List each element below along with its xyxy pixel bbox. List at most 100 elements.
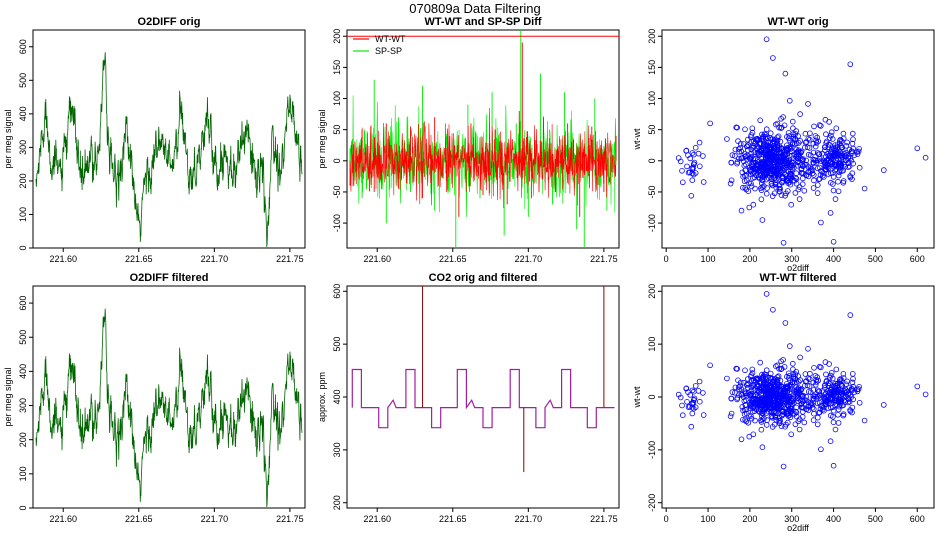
scatter-point: [736, 386, 742, 393]
x-tick-label: 221.75: [590, 514, 618, 524]
scatter-point: [746, 155, 753, 162]
scatter-point: [783, 380, 790, 387]
scatter-point: [813, 160, 820, 166]
scatter-point: [770, 306, 776, 313]
scatter-point: [776, 398, 783, 405]
scatter-point: [822, 166, 829, 173]
x-tick-label: 221.60: [49, 514, 77, 524]
scatter-point: [840, 371, 847, 377]
scatter-point: [677, 158, 684, 165]
scatter-point: [786, 373, 793, 379]
scatter-point: [780, 357, 786, 363]
y-tick-label: 0: [332, 158, 342, 163]
scatter-point: [828, 149, 834, 156]
wtwt-line-band: [349, 107, 617, 209]
scatter-point: [837, 160, 844, 167]
scatter-point: [692, 170, 699, 176]
x-tick-label: 221.65: [439, 254, 467, 264]
scatter-point: [829, 136, 836, 142]
plot-frame: [661, 29, 935, 249]
scatter-point: [734, 124, 740, 131]
scatter-point: [765, 154, 772, 161]
scatter-point: [729, 389, 736, 395]
scatter-point: [828, 146, 835, 153]
y-tick-label: 50: [332, 125, 342, 135]
y-tick-label: 200: [18, 173, 28, 188]
scatter-point: [683, 385, 690, 392]
scatter-point: [817, 123, 824, 129]
scatter-point: [810, 406, 817, 412]
x-tick-label: 300: [784, 254, 799, 264]
scatter-point: [840, 178, 847, 184]
scatter-point: [773, 184, 779, 191]
scatter-point: [803, 393, 809, 400]
scatter-point: [744, 156, 750, 163]
scatter-point: [849, 170, 856, 177]
y-axis-label: per meg signal: [3, 367, 13, 426]
scatter-point: [811, 160, 817, 167]
x-tick-label: 500: [868, 514, 883, 524]
scatter-point: [821, 162, 828, 169]
scatter-point: [880, 167, 887, 173]
scatter-point: [821, 407, 827, 414]
scatter-point: [803, 397, 810, 404]
x-tick-label: 221.70: [201, 254, 229, 264]
scatter-point: [752, 185, 758, 192]
scatter-point: [805, 345, 811, 352]
scatter-point: [770, 55, 776, 61]
scatter-point: [754, 388, 761, 394]
x-axis-label: o2diff: [787, 523, 809, 533]
scatter-point: [849, 140, 856, 147]
scatter-point: [734, 366, 740, 372]
scatter-point: [835, 411, 841, 418]
scatter-point: [788, 431, 794, 438]
scatter-point: [805, 151, 812, 158]
scatter-point: [783, 146, 790, 153]
scatter-point: [825, 155, 832, 162]
x-tick-label: 221.60: [363, 514, 391, 524]
x-tick-label: 221.65: [125, 514, 153, 524]
scatter-point: [689, 404, 695, 411]
x-tick-label: 0: [664, 254, 669, 264]
scatter-point: [828, 384, 835, 391]
scatter-point: [827, 438, 834, 445]
scatter-point: [792, 421, 799, 428]
scatter-point: [765, 391, 772, 398]
scatter-point: [746, 204, 753, 211]
scatter-point: [797, 111, 803, 117]
y-tick-label: 0: [647, 158, 657, 163]
plot-frame: [32, 285, 306, 509]
scatter-point: [800, 398, 806, 405]
y-axis-label: per meg signal: [317, 109, 327, 168]
scatter-point: [786, 393, 793, 400]
scatter-point: [770, 140, 776, 147]
scatter-point: [814, 414, 821, 421]
scatter-point: [786, 343, 793, 349]
scatter-point: [810, 156, 817, 163]
scatter-point: [811, 396, 817, 402]
scatter-point: [768, 375, 774, 382]
scatter-point: [822, 401, 829, 408]
y-tick-label: 600: [332, 284, 342, 299]
scatter-point: [814, 165, 821, 172]
scatter-point: [724, 136, 730, 142]
panel-p5: CO2 orig and filtered 221.60 221.65 221.70 2…: [317, 272, 620, 524]
scatter-point: [795, 418, 802, 425]
scatter-point: [796, 426, 803, 433]
scatter-point: [811, 364, 817, 371]
y-tick-label: 300: [18, 140, 28, 155]
y-axis-label: wt-wt: [632, 386, 642, 408]
scatter-point: [771, 377, 777, 384]
scatter-point: [684, 398, 690, 405]
scatter-point: [757, 379, 763, 386]
y-tick-label: 0: [18, 505, 28, 510]
scatter-point: [735, 377, 741, 384]
scatter-point: [774, 392, 781, 399]
scatter-point: [779, 408, 785, 415]
scatter-point: [806, 169, 812, 176]
scatter-point: [777, 386, 784, 393]
panel-title: O2DIFF filtered: [130, 272, 209, 284]
scatter-point: [734, 160, 740, 167]
scatter-point: [762, 396, 768, 402]
scatter-point: [845, 153, 852, 160]
